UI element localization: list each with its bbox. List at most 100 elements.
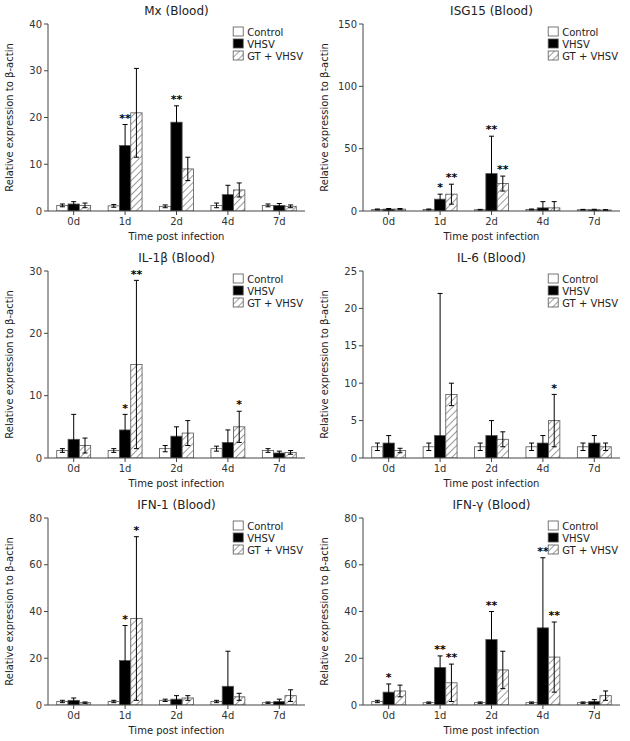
legend-label: Control [247,274,283,285]
error-bar [174,696,179,703]
y-tick [44,164,48,165]
significance-marker: ** [486,123,498,136]
x-tick-label: 7d [588,216,601,227]
significance-marker: ** [131,268,143,281]
y-tick-label: 30 [29,65,42,76]
error-bar [123,626,128,696]
y-tick-label: 20 [344,303,357,314]
error-bar [478,443,483,450]
legend-label: GT + VHSV [562,298,618,309]
significance-marker: * [236,398,242,411]
error-bar [185,696,190,701]
x-tick [176,211,177,215]
x-tick-label: 0d [67,463,80,474]
error-bar [478,702,483,703]
x-tick-label: 2d [170,216,183,227]
plot-area [57,68,297,211]
x-tick [542,458,543,462]
error-bar [426,209,431,211]
error-bar [540,436,545,451]
x-tick [73,211,74,215]
x-tick-label: 2d [170,710,183,721]
x-axis [48,705,305,706]
significance-marker: * [551,382,557,395]
y-tick [359,383,363,384]
error-bar [225,651,230,705]
x-tick-label: 1d [119,463,132,474]
legend-swatch [548,51,558,60]
y-axis-label: Relative expression to β-actin [4,43,15,192]
error-bar [603,443,608,450]
y-tick-label: 15 [344,340,357,351]
y-axis-label: Relative expression to β-actin [319,537,330,686]
error-bar [123,125,128,167]
legend-label: VHSV [562,39,590,50]
legend-label: VHSV [247,286,275,297]
x-tick [279,705,280,709]
significance-marker: ** [171,93,183,106]
y-tick-label: 0 [351,453,357,464]
plot-area [372,136,612,211]
x-tick [227,705,228,709]
y-tick [44,70,48,71]
error-bar [580,443,585,450]
error-bar [214,446,219,451]
y-tick [44,518,48,519]
legend-swatch [233,27,243,36]
x-tick-label: 4d [222,216,235,227]
y-axis [48,271,49,458]
x-tick-label: 7d [273,463,286,474]
y-tick-label: 10 [29,390,42,401]
x-tick-label: 0d [382,463,395,474]
error-bar [580,209,585,211]
panel: IFN-γ (Blood)0204060800d1d2d4d7dTime pos… [319,498,620,736]
plot-area [57,537,297,705]
y-tick-label: 20 [29,653,42,664]
error-bar [478,209,483,211]
y-tick-label: 5 [351,415,357,426]
y-tick-label: 60 [344,559,357,570]
legend-swatch [548,274,558,283]
legend: ControlVHSVGT + VHSV [233,27,303,62]
x-axis [363,458,620,459]
significance-marker: ** [537,545,549,558]
error-bar [277,204,282,208]
legend-swatch [548,521,558,530]
error-bar [174,427,179,446]
legend-swatch [233,286,243,295]
legend-swatch [548,545,558,554]
error-bar [529,443,534,450]
x-tick [176,458,177,462]
error-bar [580,702,585,703]
x-tick-label: 2d [485,710,498,721]
error-bar [83,203,88,208]
x-tick [440,211,441,215]
error-bar [438,194,443,204]
x-tick [440,705,441,709]
panel: IL-6 (Blood)05101520250d1d2d4d7dTime pos… [319,251,620,578]
y-axis-label: Relative expression to β-actin [319,290,330,439]
error-bar [426,702,431,703]
error-bar [603,691,608,700]
legend-label: Control [247,27,283,38]
significance-marker: * [134,524,140,537]
plot-area [372,558,612,705]
legend: ControlVHSVGT + VHSV [233,521,303,556]
error-bar [592,700,597,704]
error-bar [386,209,391,210]
significance-marker: * [122,402,128,415]
error-bar [71,414,76,458]
legend-swatch [233,533,243,542]
x-axis-label: Time post infection [128,478,225,489]
error-bar [185,421,190,446]
error-bar [123,414,128,445]
y-tick-label: 20 [29,328,42,339]
error-bar [237,411,242,442]
error-bar [111,449,116,453]
y-tick-label: 0 [351,206,357,217]
error-bar [375,700,380,702]
error-bar [134,537,139,701]
y-tick [359,611,363,612]
error-bar [60,204,65,207]
x-tick-label: 1d [119,216,132,227]
